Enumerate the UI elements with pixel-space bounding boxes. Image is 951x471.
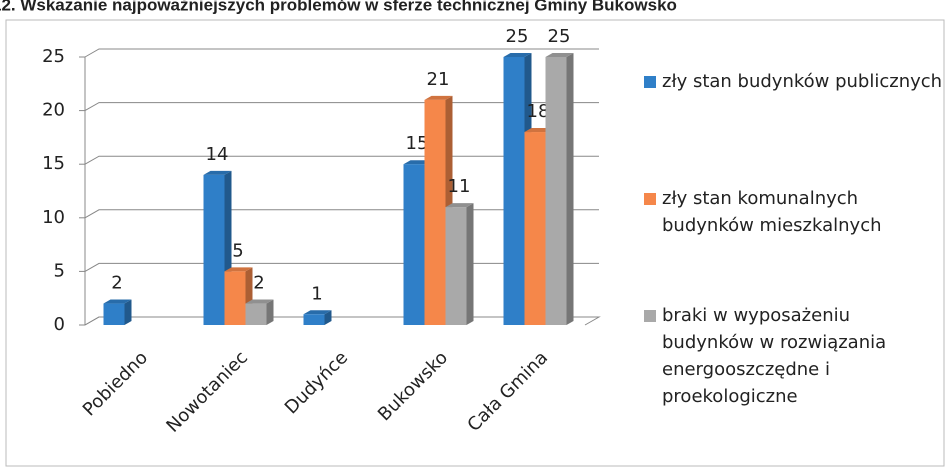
data-label: 2 xyxy=(111,273,122,294)
legend-swatch xyxy=(644,193,656,205)
bar xyxy=(224,271,246,325)
bar xyxy=(424,99,446,325)
bar xyxy=(503,57,525,325)
data-label: 11 xyxy=(448,176,471,197)
bar-top xyxy=(545,53,574,57)
legend-label: zły stan budynków publicznych xyxy=(662,71,943,92)
y-tick-label: 15 xyxy=(42,153,65,174)
legend-entry: zły stan budynków publicznych xyxy=(644,68,947,95)
x-tick-label: Nowotaniec xyxy=(162,347,252,437)
y-tick-label: 20 xyxy=(42,100,65,121)
data-label: 1 xyxy=(311,283,322,304)
data-label: 25 xyxy=(548,26,571,47)
data-label: 25 xyxy=(506,26,529,47)
data-label: 2 xyxy=(253,273,264,294)
legend-swatch xyxy=(644,310,656,322)
bar-top xyxy=(503,53,532,57)
bar xyxy=(524,132,546,325)
bar xyxy=(403,164,425,325)
y-tick-label: 10 xyxy=(42,207,65,228)
x-tick-label: Cała Gmina xyxy=(463,347,552,436)
bar xyxy=(203,174,225,325)
bar-top xyxy=(203,170,232,175)
bar xyxy=(245,303,267,325)
bar-side xyxy=(566,53,574,325)
legend-label: braki w wyposażeniu budynków w rozwiązan… xyxy=(662,305,887,407)
grid-line xyxy=(84,48,599,58)
x-tick-label: Dudyńce xyxy=(281,347,352,418)
x-tick-label: Bukowsko xyxy=(374,347,452,425)
bar-side xyxy=(466,203,474,325)
chart-frame xyxy=(5,19,945,467)
bar-side xyxy=(324,310,332,325)
bar-top xyxy=(424,95,453,100)
legend-label: zły stan komunalnych budynków mieszkalny… xyxy=(662,188,882,236)
bar xyxy=(303,314,325,325)
chart-title: 12. Wskazanie najpoważniejszych problemó… xyxy=(0,0,677,14)
bar-top xyxy=(245,299,274,304)
data-label: 18 xyxy=(527,101,550,122)
bar-top xyxy=(224,267,253,272)
bar-top xyxy=(103,299,132,304)
bar-top xyxy=(445,203,474,208)
y-tick-label: 25 xyxy=(42,46,65,67)
data-label: 5 xyxy=(232,240,243,261)
legend-entry: braki w wyposażeniu budynków w rozwiązan… xyxy=(644,302,947,410)
bar-top xyxy=(303,310,332,315)
bar xyxy=(445,207,467,325)
x-tick-label: Pobiedno xyxy=(79,347,152,420)
data-label: 14 xyxy=(206,144,229,165)
legend-swatch xyxy=(644,76,656,88)
bar xyxy=(545,57,567,325)
y-tick-label: 5 xyxy=(54,260,65,281)
legend-entry: zły stan komunalnych budynków mieszkalny… xyxy=(644,185,947,239)
bar-side xyxy=(124,299,132,325)
data-label: 21 xyxy=(427,69,450,90)
bar xyxy=(103,303,125,325)
bar-side xyxy=(266,299,274,325)
y-tick-label: 0 xyxy=(54,314,65,335)
data-label: 15 xyxy=(406,133,429,154)
